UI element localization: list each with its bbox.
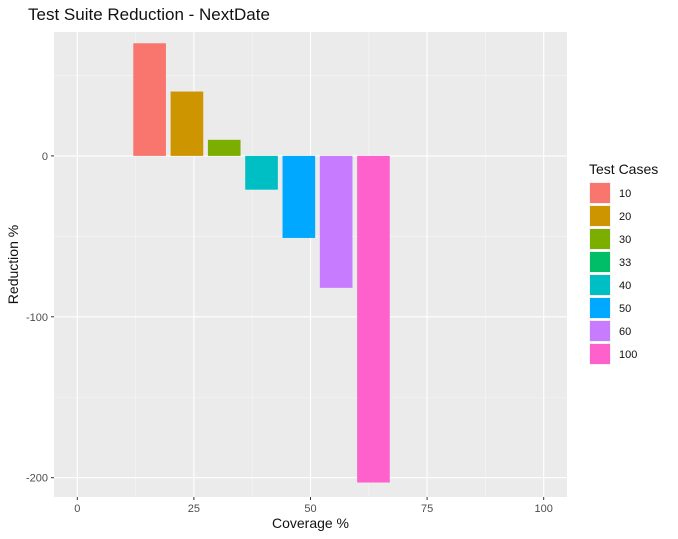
legend-swatch-10	[590, 183, 610, 203]
y-axis-title: Reduction %	[5, 225, 21, 304]
x-axis-title: Coverage %	[272, 515, 349, 531]
legend: Test Cases 10 20 30 33 40 50 60 100	[589, 161, 658, 365]
legend-swatch-33	[590, 252, 610, 272]
y-tick-label: -200	[26, 473, 48, 485]
legend-label-40: 40	[619, 280, 631, 292]
bar-20	[170, 91, 204, 156]
legend-swatch-30	[590, 229, 610, 249]
legend-title: Test Cases	[589, 161, 658, 177]
legend-label-100: 100	[619, 349, 637, 361]
legend-swatch-50	[590, 298, 610, 318]
y-tick-label: -100	[26, 312, 48, 324]
x-tick-label: 0	[74, 503, 80, 515]
legend-swatch-60	[590, 321, 610, 341]
y-tick-label: 0	[42, 151, 48, 163]
x-tick-label: 75	[421, 503, 433, 515]
legend-label-10: 10	[619, 188, 631, 200]
bar-30	[207, 139, 241, 156]
legend-swatch-100	[590, 344, 610, 364]
x-tick-label: 25	[188, 503, 200, 515]
bar-60	[319, 155, 353, 288]
tick-labels: 0 25 50 75 100 0 -100 -200	[26, 151, 553, 515]
legend-label-33: 33	[619, 257, 631, 269]
bar-50	[282, 155, 316, 238]
legend-label-60: 60	[619, 326, 631, 338]
bars	[133, 43, 390, 483]
chart-title: Test Suite Reduction - NextDate	[28, 5, 270, 24]
legend-swatch-20	[590, 206, 610, 226]
x-tick-label: 50	[304, 503, 316, 515]
legend-label-30: 30	[619, 234, 631, 246]
x-tick-label: 100	[535, 503, 553, 515]
legend-label-20: 20	[619, 211, 631, 223]
legend-label-50: 50	[619, 303, 631, 315]
bar-100	[357, 155, 390, 483]
legend-swatch-40	[590, 275, 610, 295]
bar-40	[245, 155, 278, 190]
bar-10	[133, 43, 166, 156]
